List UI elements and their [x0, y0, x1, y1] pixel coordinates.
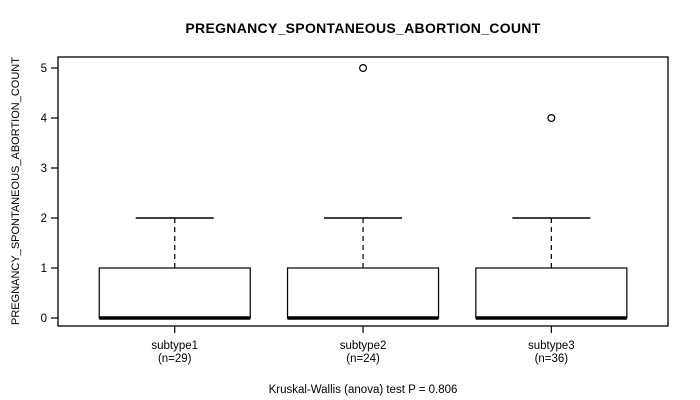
y-tick-label: 0 [41, 313, 47, 325]
outlier-point [359, 63, 368, 72]
iqr-box [475, 267, 628, 319]
stat-test-caption: Kruskal-Wallis (anova) test P = 0.806 [268, 384, 458, 396]
y-tick-label: 1 [41, 263, 47, 275]
y-tick-label: 5 [41, 63, 47, 75]
iqr-box [98, 267, 251, 319]
y-tick-label: 2 [41, 213, 47, 225]
outlier-point [547, 113, 556, 122]
group-label: subtype3 [528, 340, 575, 352]
y-tick-label: 3 [41, 163, 47, 175]
group-label: subtype1 [151, 340, 198, 352]
chart-title: PREGNANCY_SPONTANEOUS_ABORTION_COUNT [185, 20, 541, 36]
iqr-box [286, 267, 440, 319]
group-sublabel: (n=29) [158, 353, 192, 365]
group-label: subtype2 [340, 340, 387, 352]
y-tick-label: 4 [41, 113, 48, 125]
group-sublabel: (n=24) [346, 353, 380, 365]
group-sublabel: (n=36) [535, 353, 569, 365]
